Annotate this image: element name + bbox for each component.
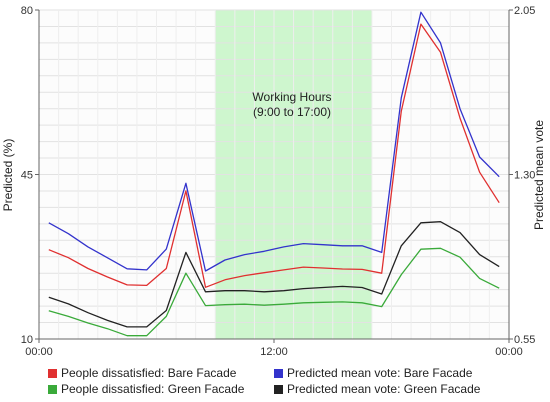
series-lines	[48, 11, 500, 337]
series-line-0	[48, 23, 500, 288]
series-line-1	[48, 11, 500, 272]
legend-item-green-pmv: Predicted mean vote: Green Facade	[274, 382, 480, 396]
series-line-2	[48, 221, 500, 328]
y-right-tick-label: 1.30	[514, 170, 535, 182]
legend-label: People dissatisfied: Bare Facade	[61, 366, 237, 380]
legend-item-green-dissatisfied: People dissatisfied: Green Facade	[48, 382, 244, 396]
y-right-tick-label: 0.55	[514, 334, 535, 346]
x-tick-label: 00:00	[25, 346, 53, 358]
y-right-tick-label: 2.05	[514, 5, 535, 17]
legend-label: People dissatisfied: Green Facade	[61, 382, 245, 396]
legend-swatch	[274, 368, 283, 378]
annotation-line-2: (9:00 to 17:00)	[253, 105, 331, 119]
y-left-tick-label: 10	[21, 334, 33, 346]
axes: 10 45 80 0.55 1.30 2.05 00:00 12:00 00:00	[21, 5, 536, 358]
legend-label: Predicted mean vote: Green Facade	[287, 382, 481, 396]
series-line-3	[48, 247, 500, 337]
annotation-line-1: Working Hours	[252, 90, 331, 104]
x-tick-label: 12:00	[260, 346, 288, 358]
y-left-tick-label: 80	[21, 5, 33, 17]
legend-item-bare-pmv: Predicted mean vote: Bare Facade	[274, 366, 472, 380]
legend-swatch	[274, 384, 283, 394]
grid	[38, 9, 510, 340]
legend-label: Predicted mean vote: Bare Facade	[287, 366, 473, 380]
x-tick-label: 00:00	[495, 346, 523, 358]
legend-item-bare-dissatisfied: People dissatisfied: Bare Facade	[48, 366, 236, 380]
legend-swatch	[48, 368, 57, 378]
legend-swatch	[48, 384, 57, 394]
y-axis-left-label: Predicted (%)	[1, 139, 15, 212]
y-axis-right-label: Predicted mean vote	[532, 120, 546, 230]
y-left-tick-label: 45	[21, 170, 33, 182]
